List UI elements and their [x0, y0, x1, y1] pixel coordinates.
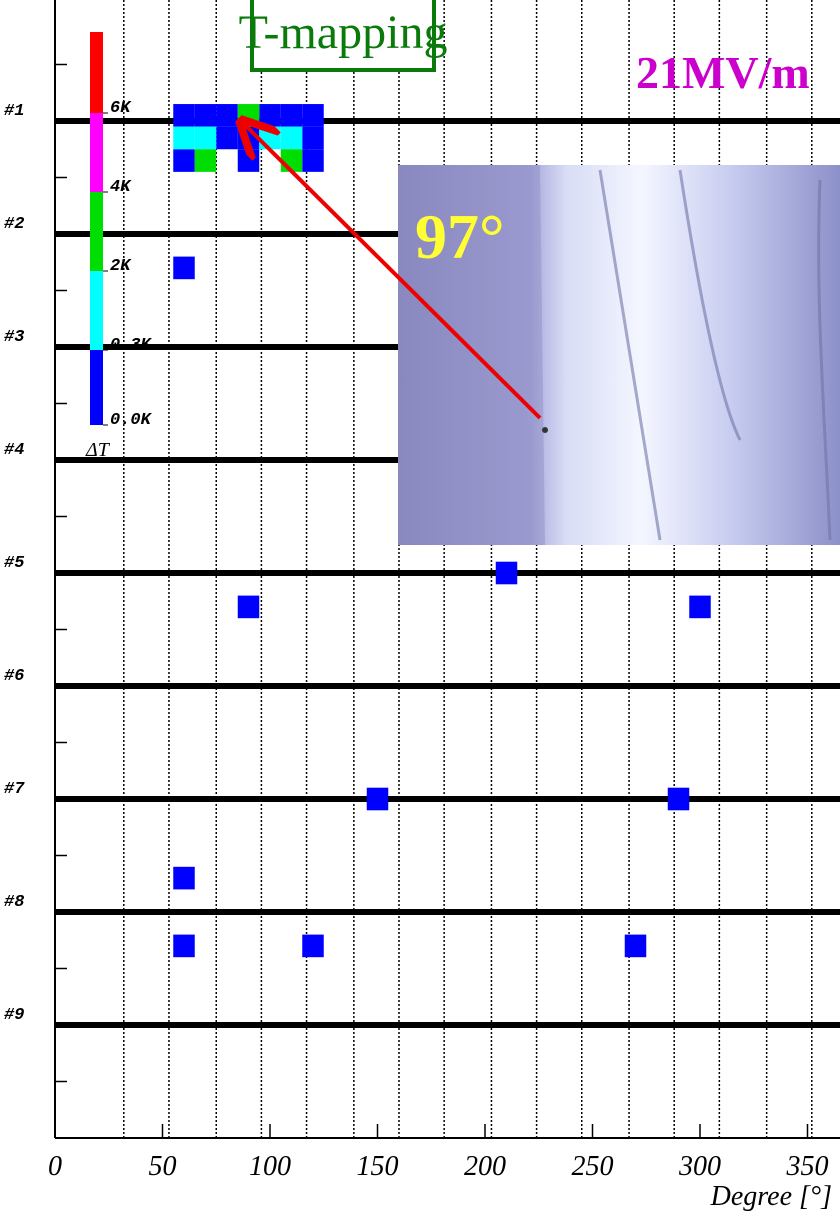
x-tick-label: 350: [786, 1151, 829, 1182]
x-tick-label: 0: [48, 1151, 62, 1182]
y-tick-label: #7: [4, 780, 25, 799]
chart: 0 50 100 150 200 250 300 350 #1 #2 #3 #4 #5 #6 #7 #8 #9 0…: [0, 0, 840, 1222]
y-tick-label: #2: [4, 215, 24, 234]
colorbar-segment: [90, 267, 103, 350]
hot-spot: [281, 104, 303, 127]
hot-spot: [173, 149, 195, 172]
x-tick-label: 100: [249, 1151, 291, 1182]
colorbar-segment: [90, 350, 103, 425]
hot-spot: [281, 127, 303, 150]
hot-spot: [367, 788, 389, 811]
hot-spot: [689, 596, 711, 619]
hot-spot: [216, 104, 238, 127]
hot-spot: [302, 104, 324, 127]
hot-spot: [195, 104, 217, 127]
colorbar-title: ΔT: [85, 439, 111, 461]
photo-pit: [542, 427, 548, 433]
hot-spot: [238, 596, 260, 619]
hot-spot: [302, 935, 324, 958]
hot-spot: [259, 127, 281, 150]
x-axis-label: Degree [°]: [710, 1181, 832, 1212]
hot-spot: [259, 104, 281, 127]
colorbar-segment: [90, 188, 103, 271]
overlay: 97° T-mapping 21MV/m Degree [°]: [239, 0, 840, 1212]
hot-spot: [302, 149, 324, 172]
chart-title: T-mapping: [239, 6, 448, 59]
hot-spot: [668, 788, 690, 811]
hot-spot: [173, 867, 195, 890]
hot-spot: [625, 935, 647, 958]
hot-spot: [302, 127, 324, 150]
colorbar-segment: [90, 109, 103, 192]
y-tick-label: #8: [4, 893, 24, 912]
photo-label: 97°: [415, 201, 505, 272]
x-tick-label: 250: [572, 1151, 614, 1182]
hot-spot: [195, 127, 217, 150]
y-tick-label: #9: [4, 1006, 24, 1025]
y-tick-label: #1: [4, 102, 24, 121]
hot-spot: [173, 104, 195, 127]
hot-spot: [173, 257, 195, 280]
colorbar-label: 2K: [110, 257, 132, 276]
x-tick-label: 50: [149, 1151, 177, 1182]
colorbar-label: 4K: [110, 178, 132, 197]
x-tick-label: 300: [678, 1151, 721, 1182]
hot-spot: [195, 149, 217, 172]
x-tick-label: 200: [464, 1151, 506, 1182]
y-tick-label: #3: [4, 328, 24, 347]
hot-spot: [216, 127, 238, 150]
annotation: 21MV/m: [636, 47, 810, 98]
hot-spot: [496, 562, 518, 585]
colorbar-label: 6K: [110, 99, 132, 118]
colorbar-segment: [90, 32, 103, 113]
x-tick-label: 150: [357, 1151, 399, 1182]
hot-spot: [173, 127, 195, 150]
colorbar-label: 0.3K: [110, 336, 153, 355]
hot-spot: [238, 149, 260, 172]
y-tick-label: #6: [4, 667, 24, 686]
hot-spot: [238, 104, 260, 127]
y-tick-label: #5: [4, 554, 24, 573]
colorbar-label: 0.0K: [110, 411, 153, 430]
y-tick-label: #4: [4, 441, 24, 460]
hot-spot: [173, 935, 195, 958]
